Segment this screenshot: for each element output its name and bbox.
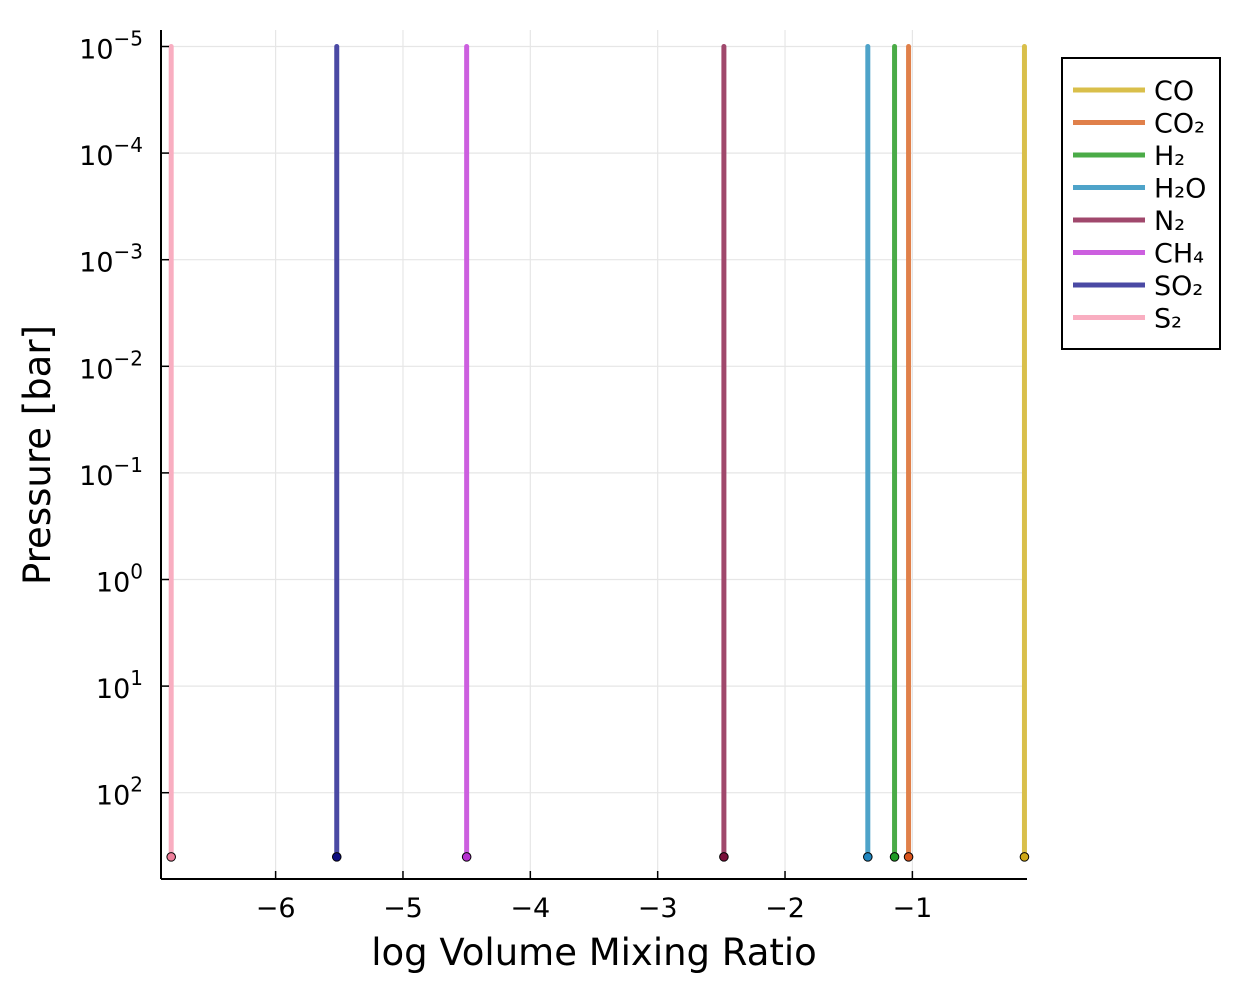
legend-label: SO₂ (1154, 271, 1203, 302)
series-endpoint-marker (331, 852, 342, 862)
x-tick-label: −3 (638, 893, 678, 924)
legend-label: CO (1154, 76, 1194, 107)
series-endpoint-marker (889, 852, 900, 862)
y-tick-label: 10−5 (79, 27, 143, 66)
y-tick-label: 10−1 (79, 453, 143, 492)
y-tick-label: 101 (96, 666, 143, 705)
y-tick-label: 10−2 (79, 346, 143, 385)
series-endpoint-marker (863, 852, 873, 862)
x-tick-label: −5 (383, 893, 423, 924)
y-tick-label: 10−3 (79, 240, 143, 279)
legend-label: S₂ (1154, 304, 1182, 335)
x-tick-label: −2 (765, 893, 805, 924)
y-tick-label: 100 (96, 560, 143, 599)
legend-label: H₂ (1154, 141, 1185, 172)
y-tick-label: 10−4 (79, 133, 143, 172)
x-tick-label: −4 (510, 893, 550, 924)
legend-label: CH₄ (1154, 239, 1204, 270)
legend-label: N₂ (1154, 206, 1185, 237)
series-endpoint-marker (1019, 852, 1030, 862)
y-ticks: 10−5 10−4 10−3 10−2 10−1 100 101 102 (79, 27, 169, 812)
series-layer (166, 44, 1030, 862)
x-ticks: −6 −5 −4 −3 −2 −1 (256, 871, 932, 924)
x-tick-label: −1 (892, 893, 932, 924)
series-endpoint-marker (903, 852, 914, 862)
x-tick-label: −6 (256, 893, 296, 924)
series-endpoint-marker (461, 852, 472, 862)
series-endpoint-marker (719, 852, 729, 862)
x-axis-title: log Volume Mixing Ratio (371, 931, 817, 974)
y-tick-label: 102 (96, 773, 143, 812)
series-endpoint-marker (166, 852, 176, 862)
legend-label: H₂O (1154, 174, 1206, 205)
y-axis-title: Pressure [bar] (16, 325, 59, 585)
legend-label: CO₂ (1154, 109, 1205, 140)
legend-box (1061, 57, 1221, 350)
grid (161, 30, 1027, 879)
axes (160, 30, 1027, 880)
